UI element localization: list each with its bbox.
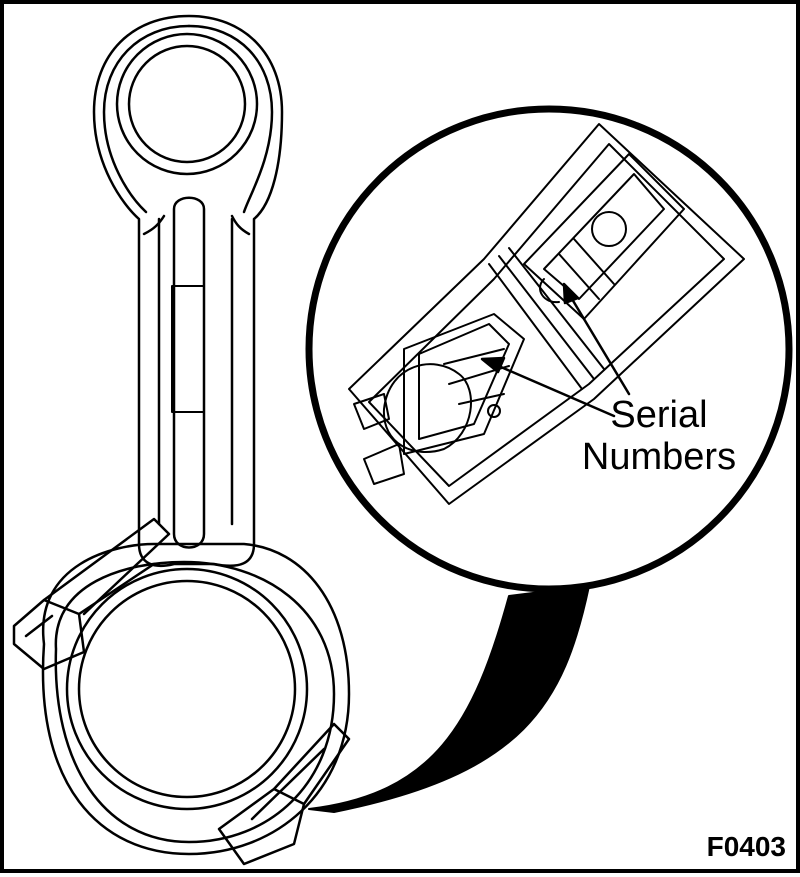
arrowhead-left — [480, 356, 506, 374]
magnifier-circle — [305, 105, 793, 593]
rod-small-end — [92, 14, 284, 568]
arrow-to-left-serial — [492, 362, 616, 418]
arrow-to-right-serial — [567, 292, 631, 396]
arrowhead-right — [562, 282, 580, 305]
rod-beam — [142, 196, 251, 549]
magnifier-leader — [308, 585, 590, 813]
magnified-detail — [348, 123, 745, 505]
serial-number-arrows — [480, 282, 631, 418]
serial-label-line1: Serial — [610, 394, 708, 436]
rod-big-end — [12, 517, 351, 866]
serial-label-line2: Numbers — [581, 436, 737, 478]
connecting-rod-diagram — [12, 14, 793, 866]
serial-numbers-label: Serial Numbers — [569, 394, 749, 478]
figure-id: F0403 — [706, 831, 786, 862]
